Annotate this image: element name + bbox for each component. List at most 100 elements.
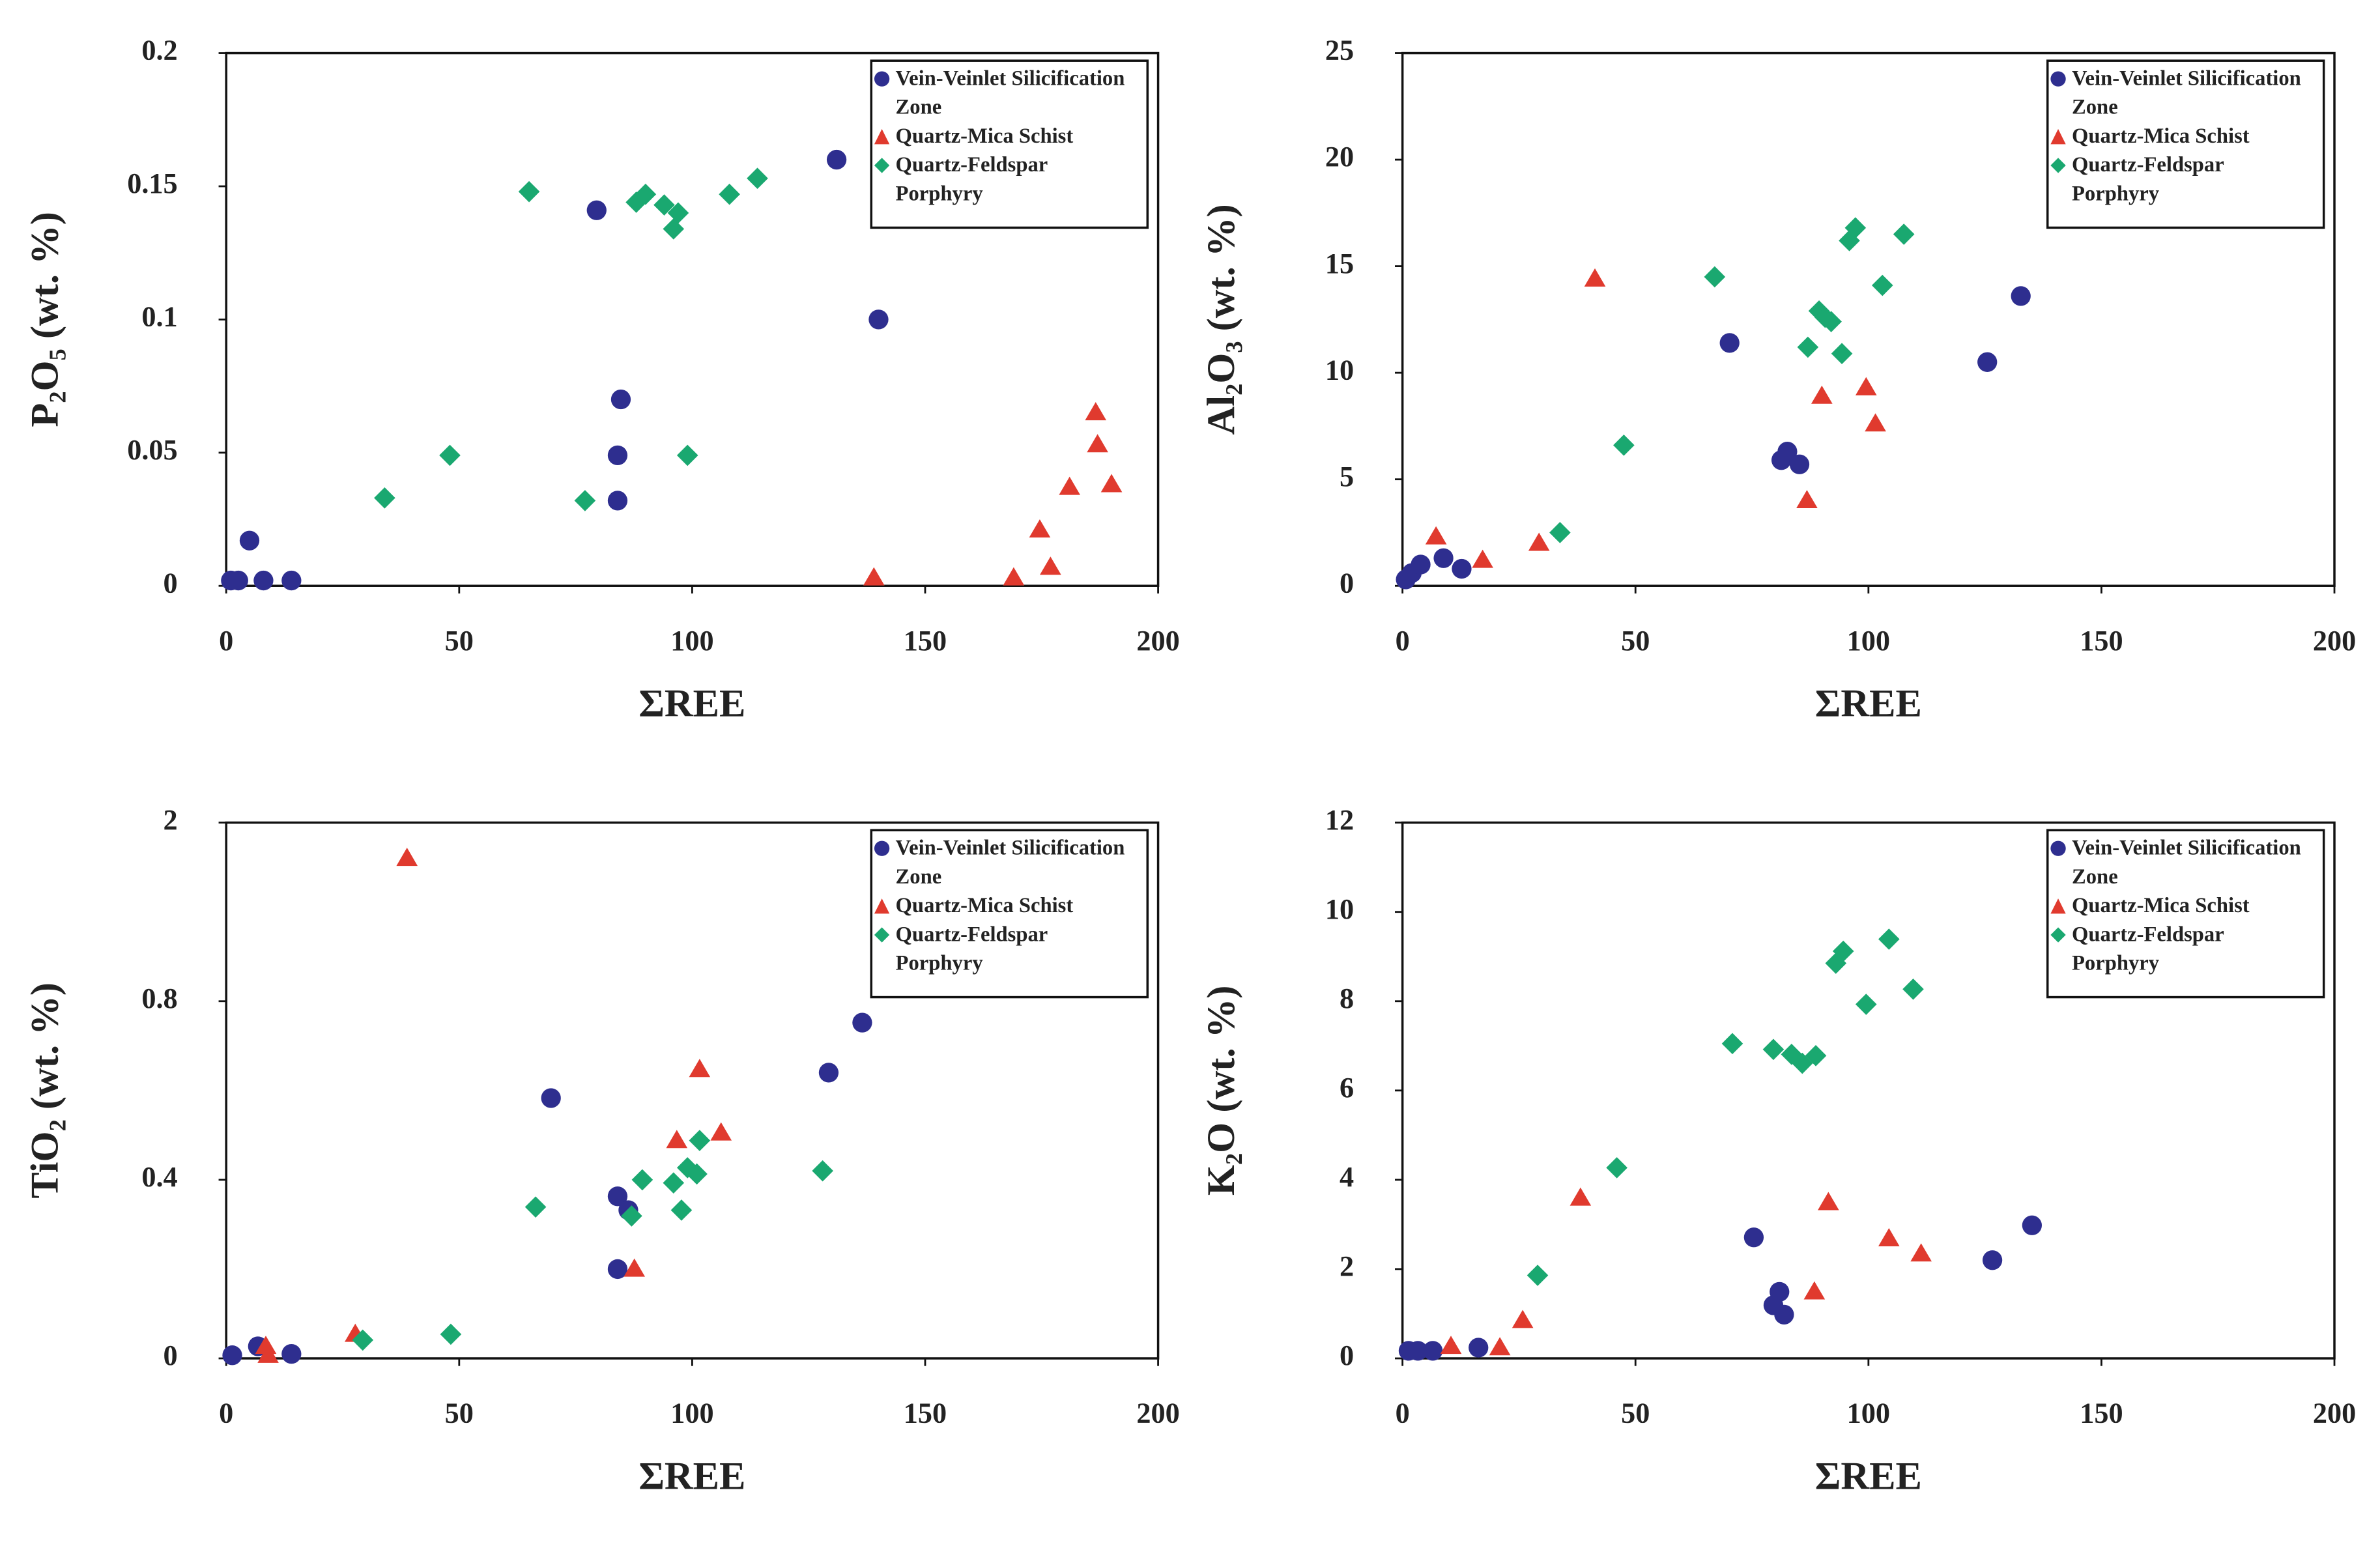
point [1606,1157,1627,1179]
point [1584,268,1606,287]
point [1472,549,1493,568]
legend-entry: Vein-Veinlet Silicification Zone [871,65,1147,123]
y-tick-label: 0.05 [127,434,177,466]
point [1743,1227,1764,1248]
point [1059,476,1080,495]
legend-marker [2050,840,2066,856]
y-tick-label: 0 [164,1339,178,1371]
point [222,1345,242,1366]
legend-marker [2050,129,2066,145]
point [541,1088,561,1108]
y-tick-label: 4 [1340,1161,1354,1193]
legend: Vein-Veinlet Silicification Zone Quartz-M… [2048,68,2324,207]
legend-entry: Quartz-Feldspar Porphyry [2048,921,2324,979]
y-tick-label: 0.15 [127,167,177,199]
point [1803,1281,1826,1300]
legend-icon [874,158,890,173]
x-tick-label: 0 [219,1397,233,1429]
point [1040,556,1061,575]
point [1527,1265,1549,1286]
point [818,1063,839,1083]
legend-icon [2050,129,2066,145]
x-tick-label: 200 [2313,1397,2356,1429]
y-tick-label: 0 [1340,567,1354,599]
x-tick-label: 200 [1136,625,1179,657]
y-tick-label: 0.8 [141,982,177,1014]
y-tick-label: 0.2 [141,35,177,66]
point [635,183,657,205]
point [607,1259,628,1280]
y-tick-label: 2 [1340,1250,1354,1282]
point [607,491,628,511]
legend-box [2046,59,2325,229]
point [1789,454,1810,474]
point [663,218,685,240]
y-tick-label: 12 [1325,804,1354,836]
legend-icon [2050,158,2066,173]
legend-entry: Quartz-Feldspar Porphyry [871,921,1147,979]
point [670,1199,693,1221]
point [574,490,596,511]
legend-entry: Quartz-Feldspar Porphyry [871,152,1147,210]
point [1721,1033,1743,1055]
point [1977,352,1998,372]
legend-marker [874,840,890,856]
legend-box [870,59,1149,229]
x-tick-label: 200 [2313,625,2356,657]
legend: Vein-Veinlet Silicification Zone Quartz-M… [871,835,1147,979]
y-axis-label: Al₂O₃ (wt. %) [1199,204,1243,435]
legend-icon [2050,840,2066,856]
legend-label: Vein-Veinlet Silicification Zone [2072,68,2301,121]
x-tick-label: 200 [1136,1397,1179,1429]
panel: 0 50 100 150 200 0 5 10 15 20 25 ΣREE Al₂O₃ (wt. %) V… [1199,35,2356,726]
legend-label: Quartz-Mica Schist [895,126,1074,149]
legend-icon [2050,898,2066,914]
point [2011,286,2031,306]
panel: 0 50 100 150 200 0 2 4 6 8 10 12 ΣREE K₂O (wt. %) Vein… [1199,804,2356,1498]
point [1704,266,1726,288]
point [624,1258,646,1277]
x-tick-label: 100 [670,1397,713,1429]
point [1832,940,1854,962]
legend-entry: Vein-Veinlet Silicification Zone [2048,835,2324,893]
point [1902,978,1924,1000]
x-tick-label: 100 [1847,625,1890,657]
legend-marker [874,898,890,914]
point [1613,435,1635,456]
point [1796,490,1818,509]
point [1549,522,1571,543]
y-tick-label: 10 [1325,354,1354,386]
point [1855,377,1877,395]
panel: 0 50 100 150 200 0 0.4 0.8 2 ΣREE TiO₂ (wt. %) Vein… [23,804,1180,1498]
point [667,202,689,224]
point [1719,333,1740,353]
point [747,167,768,190]
x-axis-label: ΣREE [1815,1454,1922,1498]
legend-label: Quartz-Mica Schist [2072,895,2250,919]
x-tick-label: 50 [1621,1397,1650,1429]
legend-box [2046,829,2325,999]
point [1820,311,1842,332]
point [257,1344,279,1363]
point [868,309,889,330]
legend-marker [874,129,890,145]
point [518,180,540,203]
y-tick-label: 0.4 [141,1161,177,1193]
point [1512,1310,1534,1328]
legend-box [870,829,1149,999]
legend-entry: Vein-Veinlet Silicification Zone [871,835,1147,893]
x-tick-label: 150 [904,1397,947,1429]
point [1408,1341,1428,1361]
y-tick-label: 25 [1325,35,1354,66]
legend-marker [2050,71,2066,87]
legend-entry: Quartz-Mica Schist [2048,123,2324,152]
point [255,1336,277,1354]
x-tick-label: 100 [1847,1397,1890,1429]
x-tick-label: 0 [1396,1397,1410,1429]
y-tick-label: 8 [1340,982,1354,1014]
point [440,1323,462,1345]
point [1878,1228,1900,1246]
point [228,570,248,591]
legend-label: Quartz-Feldspar Porphyry [2072,924,2224,976]
point [1811,385,1833,404]
